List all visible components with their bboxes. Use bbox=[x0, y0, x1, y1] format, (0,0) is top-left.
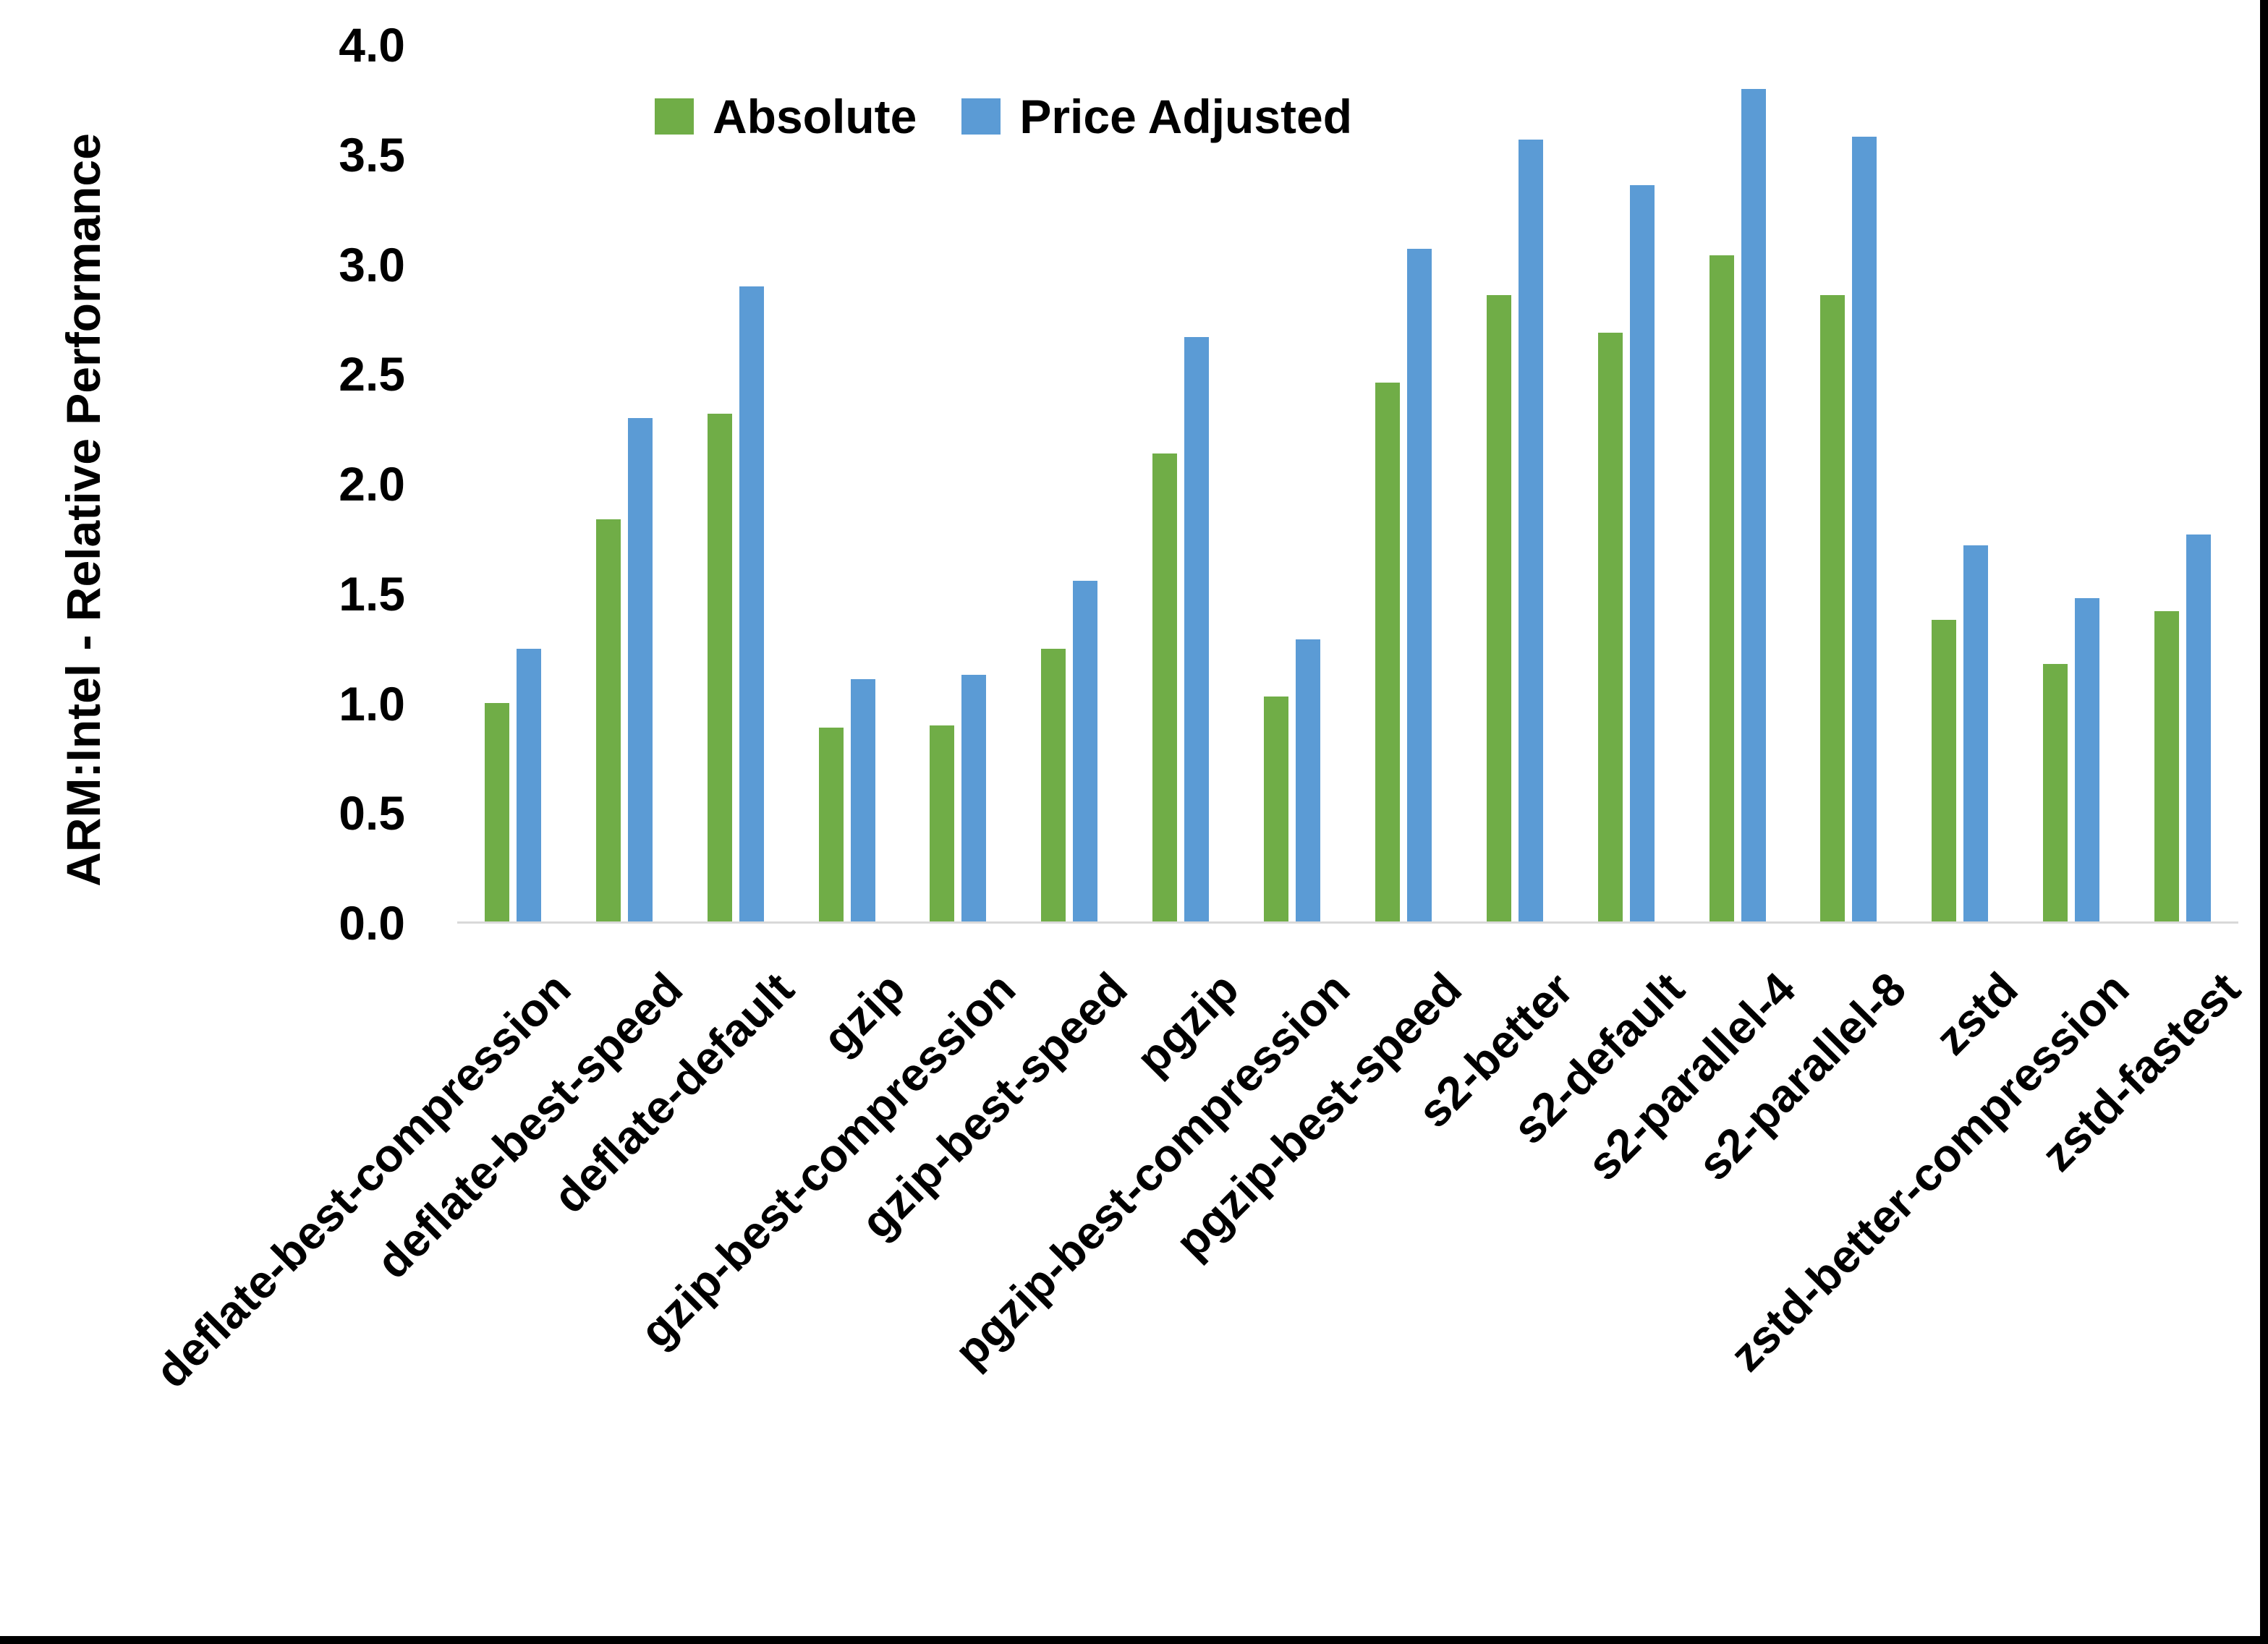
y-tick-label-0.5: 0.5 bbox=[339, 786, 405, 840]
legend-swatch-price-adjusted bbox=[961, 98, 1001, 135]
bar-absolute-zstd bbox=[1932, 620, 1956, 923]
bar-absolute-s2-better bbox=[1487, 295, 1511, 923]
y-tick-label-1.5: 1.5 bbox=[339, 566, 405, 621]
bar-price-adjusted-gzip-best-speed bbox=[1073, 581, 1097, 923]
bar-price-adjusted-deflate-default bbox=[739, 286, 764, 923]
x-category-label-deflate-best-compression: deflate-best-compression bbox=[145, 962, 581, 1398]
bar-absolute-pgzip-best-speed bbox=[1375, 383, 1400, 923]
bar-price-adjusted-zstd-better-compression bbox=[2075, 598, 2099, 923]
bar-absolute-gzip-best-speed bbox=[1041, 649, 1066, 923]
bar-price-adjusted-zstd-fastest bbox=[2186, 534, 2211, 923]
legend-item-absolute: Absolute bbox=[655, 91, 917, 142]
bar-price-adjusted-deflate-best-compression bbox=[517, 649, 541, 923]
y-tick-label-2.5: 2.5 bbox=[339, 347, 405, 401]
y-axis-title: ARM:Intel - Relative Performance bbox=[56, 133, 110, 887]
bar-price-adjusted-s2-default bbox=[1630, 185, 1655, 923]
frame-border-bottom bbox=[0, 1636, 2268, 1644]
bar-price-adjusted-pgzip bbox=[1184, 337, 1209, 923]
bar-absolute-pgzip bbox=[1152, 453, 1177, 923]
bar-price-adjusted-s2-parallel-4 bbox=[1741, 89, 1766, 923]
legend-item-price-adjusted: Price Adjusted bbox=[961, 91, 1352, 142]
bar-absolute-zstd-fastest bbox=[2154, 611, 2179, 923]
y-tick-label-4.0: 4.0 bbox=[339, 18, 405, 72]
bar-absolute-zstd-better-compression bbox=[2043, 664, 2068, 923]
x-axis-line bbox=[457, 921, 2238, 924]
bar-absolute-s2-default bbox=[1598, 333, 1623, 923]
y-tick-label-2.0: 2.0 bbox=[339, 457, 405, 511]
bar-price-adjusted-gzip bbox=[851, 679, 875, 923]
legend: Absolute Price Adjusted bbox=[655, 91, 1352, 142]
bar-absolute-gzip-best-compression bbox=[930, 725, 954, 923]
bar-price-adjusted-s2-parallel-8 bbox=[1852, 137, 1877, 923]
y-tick-label-1.0: 1.0 bbox=[339, 676, 405, 731]
bar-absolute-deflate-best-speed bbox=[596, 519, 621, 923]
bar-absolute-deflate-default bbox=[708, 414, 732, 923]
bar-absolute-deflate-best-compression bbox=[485, 703, 509, 923]
bar-absolute-s2-parallel-4 bbox=[1710, 255, 1734, 923]
bar-price-adjusted-s2-better bbox=[1519, 140, 1543, 923]
y-tick-label-3.5: 3.5 bbox=[339, 127, 405, 182]
bar-price-adjusted-pgzip-best-speed bbox=[1407, 249, 1432, 923]
bar-price-adjusted-deflate-best-speed bbox=[628, 418, 653, 923]
y-tick-label-3.0: 3.0 bbox=[339, 237, 405, 291]
bar-price-adjusted-zstd bbox=[1963, 545, 1988, 923]
bar-price-adjusted-pgzip-best-compression bbox=[1296, 639, 1320, 923]
bar-absolute-pgzip-best-compression bbox=[1264, 697, 1288, 923]
bar-absolute-s2-parallel-8 bbox=[1820, 295, 1845, 923]
y-tick-label-0.0: 0.0 bbox=[339, 896, 405, 950]
legend-swatch-absolute bbox=[655, 98, 694, 135]
bar-absolute-gzip bbox=[819, 728, 844, 923]
bar-price-adjusted-gzip-best-compression bbox=[961, 675, 986, 923]
frame-border-right bbox=[2260, 0, 2268, 1644]
legend-label-absolute: Absolute bbox=[713, 90, 917, 143]
legend-label-price-adjusted: Price Adjusted bbox=[1019, 90, 1353, 143]
